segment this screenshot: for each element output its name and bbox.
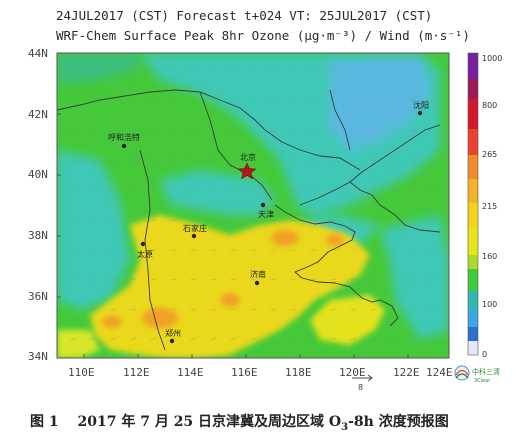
header-line-2: WRF-Chem Surface Peak 8hr Ozone (μg·m⁻³)…: [56, 28, 470, 43]
tianjin-dot-icon: [260, 202, 266, 208]
colorbar-label-265: 265: [482, 150, 498, 159]
lat-label-34n: 34N: [28, 350, 48, 363]
colorbar-label-215: 215: [482, 202, 498, 211]
city-label-shenyang: 沈阳: [413, 101, 429, 110]
colorbar: [467, 52, 479, 356]
colorbar-label-160: 160: [482, 252, 498, 261]
city-label-jinan: 济南: [250, 270, 266, 279]
lat-label-40n: 40N: [28, 168, 48, 181]
header-line-1: 24JUL2017 (CST) Forecast t+024 VT: 25JUL…: [56, 8, 433, 23]
taiyuan-dot-icon: [140, 241, 146, 247]
colorbar-label-0: 0: [482, 350, 488, 359]
wind-vectors: [69, 67, 437, 341]
city-label-taiyuan: 太原: [137, 250, 153, 259]
ozone-field-moderate: [57, 53, 449, 340]
figure-caption: 图 1 2017 年 7 月 25 日京津冀及周边区域 O3-8h 浓度预报图: [30, 411, 520, 433]
lon-label-112e: 112E: [123, 366, 150, 379]
colorbar-label-100: 100: [482, 300, 498, 309]
jinan-dot-icon: [254, 280, 260, 286]
lat-label-38n: 38N: [28, 229, 48, 242]
city-label-shijiazhuang: 石家庄: [183, 224, 207, 233]
coastline-bohai: [274, 204, 399, 327]
logo-subtitle: 3Clear: [474, 378, 491, 384]
shenyang-dot-icon: [417, 110, 423, 116]
city-label-tianjin: 天津: [258, 210, 274, 219]
hohhot-dot-icon: [121, 143, 127, 149]
lon-label-122e: 122E: [393, 366, 420, 379]
lon-label-116e: 116E: [231, 366, 258, 379]
border-hebei: [199, 91, 273, 201]
logo-name: 中科三清: [472, 368, 500, 376]
shijiazhuang-dot-icon: [191, 233, 197, 239]
lat-label-36n: 36N: [28, 290, 48, 303]
ozone-field-very-high: [102, 230, 344, 328]
zhengzhou-dot-icon: [169, 338, 175, 344]
border-north: [57, 89, 361, 171]
boundaries: [57, 89, 441, 351]
city-markers: [121, 110, 423, 344]
city-label-hohhot: 呼和浩特: [108, 133, 140, 142]
lat-label-42n: 42N: [28, 108, 48, 121]
axis-ticks: [57, 52, 409, 358]
city-label-zhengzhou: 郑州: [165, 329, 181, 338]
lat-label-44n: 44N: [28, 47, 48, 60]
border-shanxi: [139, 149, 166, 351]
coastline-liaoning: [299, 124, 441, 206]
caption-suffix: -8h 浓度预报图: [348, 414, 449, 430]
colorbar-label-800: 800: [482, 101, 498, 110]
wind-reference-arrow: [352, 374, 373, 382]
beijing-star-icon: [237, 162, 257, 180]
city-label-beijing: 北京: [240, 153, 256, 162]
lon-label-110e: 110E: [68, 366, 95, 379]
border-east: [329, 89, 351, 151]
wind-reference-label: 8: [358, 383, 364, 392]
map-frame: [56, 52, 450, 359]
caption-subscript: 3: [341, 421, 349, 433]
coastline-liaodong: [349, 181, 441, 233]
lon-label-124e: 124E: [426, 366, 453, 379]
lon-label-118e: 118E: [285, 366, 312, 379]
lon-label-114e: 114E: [177, 366, 204, 379]
caption-prefix: 图 1 2017 年 7 月 25 日京津冀及周边区域 O: [30, 414, 342, 430]
logo-icon: [454, 365, 470, 381]
lon-label-120e: 120E: [339, 366, 366, 379]
colorbar-label-1000: 1000: [482, 54, 503, 63]
